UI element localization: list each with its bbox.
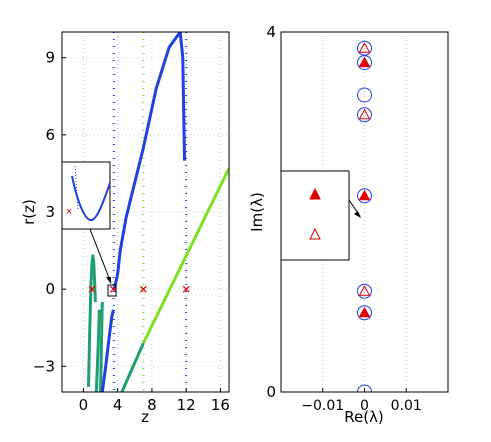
right-x-tick-label: 0	[360, 398, 369, 414]
left-y-tick-label: 0	[45, 280, 55, 298]
left-zoom-inset: ×	[61, 161, 117, 297]
right-x-axis-label: Re(λ)	[344, 408, 384, 426]
right-x-tick-label: −0.01	[301, 398, 344, 414]
eigenvalue-circle-marker	[357, 40, 372, 56]
eigenvalue-open-triangle	[358, 108, 371, 120]
left-series	[87, 32, 229, 392]
left-series-line	[87, 254, 97, 387]
left-x-tick-label: 12	[177, 396, 196, 414]
inset-pole-marker: ×	[65, 207, 73, 217]
eigenvalue-circle-marker	[357, 384, 372, 392]
right-series	[357, 40, 372, 392]
left-x-tick-label: 0	[79, 396, 89, 414]
right-x-tick-label: 0.01	[391, 398, 422, 414]
left-y-tick-label: 3	[45, 203, 55, 221]
eigenvalue-filled-triangle	[358, 56, 371, 68]
eigenvalue-open-triangle	[358, 285, 371, 296]
inset-box	[280, 170, 350, 261]
zoom-arrow-head	[106, 277, 111, 284]
left-pole-marker	[109, 285, 117, 293]
eigenvalue-circle-marker	[357, 87, 372, 103]
eigenvalue-open-triangle	[358, 42, 371, 53]
right-tick-labels: −0.01 0 0.01 0 4	[266, 23, 421, 414]
eigenvalue-filled-triangle	[358, 189, 371, 201]
left-tick-labels: 0 4 8 12 16 −3 0 3 6 9	[33, 49, 230, 414]
left-series-line	[142, 167, 229, 344]
zoom-target-box	[107, 284, 117, 297]
right-y-tick-label: 0	[266, 383, 276, 401]
left-panel: 0 4 8 12 16 −3 0 3 6 9 z r(z) ×	[20, 31, 230, 426]
left-series-line	[120, 342, 145, 392]
inset-curve	[71, 175, 111, 222]
right-y-tick-label: 4	[266, 23, 276, 41]
left-y-axis-label: r(z)	[20, 199, 38, 225]
left-pole-marker	[139, 285, 147, 293]
eigenvalue-circle-marker	[357, 107, 372, 123]
left-y-tick-label: 9	[45, 49, 55, 67]
inset-filled-triangle	[309, 187, 321, 200]
left-x-tick-label: 8	[147, 396, 157, 414]
left-y-tick-label: −3	[33, 357, 55, 375]
left-x-tick-label: 16	[211, 396, 230, 414]
left-pole-marker	[88, 285, 96, 293]
left-series-line	[99, 301, 104, 392]
inset-open-triangle	[309, 227, 321, 240]
left-series-line	[112, 32, 186, 290]
left-x-axis-label: z	[141, 408, 149, 426]
left-pole-markers	[88, 285, 190, 293]
eigenvalue-circle-marker	[357, 283, 372, 299]
inset-curve-teal	[74, 165, 79, 211]
left-pole-marker	[182, 285, 190, 293]
left-series-line	[94, 309, 101, 392]
left-x-tick-label: 4	[113, 396, 123, 414]
eigenvalue-circle-marker	[357, 305, 372, 321]
right-zoom-inset	[280, 170, 361, 261]
eigenvalue-filled-triangle	[358, 306, 371, 318]
inset-box	[61, 161, 111, 230]
right-panel: −0.01 0 0.01 0 4 Re(λ) Im(λ)	[248, 23, 449, 426]
left-series-line	[100, 309, 115, 392]
eigenvalue-circle-marker	[357, 188, 372, 204]
zoom-arrow-head	[354, 211, 361, 218]
left-y-tick-label: 6	[45, 126, 55, 144]
right-y-axis-label: Im(λ)	[248, 192, 266, 232]
zoom-arrow	[89, 228, 112, 284]
